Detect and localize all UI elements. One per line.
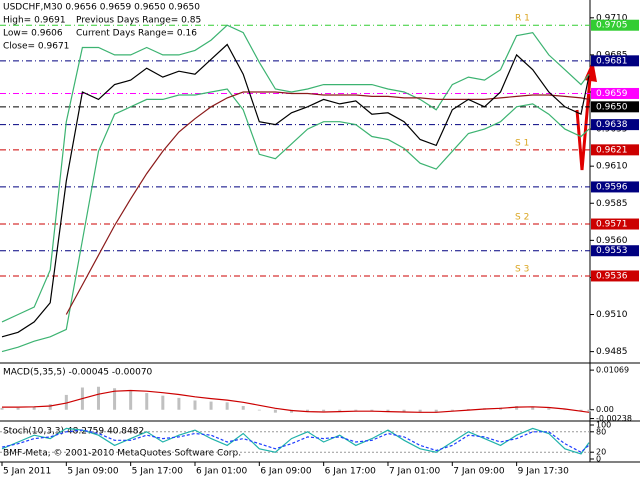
level-box (591, 19, 639, 31)
histogram-bar (113, 388, 117, 410)
level-box (591, 87, 639, 99)
level-label: 0.9681 (596, 56, 628, 66)
x-tick-label: 5 Jan 17:00 (132, 467, 184, 477)
histogram-bar (515, 406, 519, 410)
x-tick-label: 7 Jan 09:00 (453, 467, 505, 477)
info-text: Previous Days Range= 0.85 (76, 16, 201, 26)
histogram-bar (370, 409, 374, 411)
y-tick-label: 0.00 (596, 405, 614, 414)
info-text: USDCHF,M30 0.9656 0.9659 0.9650 0.9650 (3, 3, 200, 13)
histogram-bar (64, 394, 68, 410)
histogram-bar (466, 408, 470, 410)
y-tick-label: 0.9485 (596, 347, 628, 357)
panel-title: MACD(5,35,5) -0.00045 -0.00070 (3, 368, 153, 378)
info-text: High= 0.9691 (3, 16, 66, 26)
x-tick-label: 6 Jan 17:00 (325, 467, 377, 477)
histogram-bar (434, 409, 438, 412)
histogram-bar (531, 406, 535, 410)
series-line (1, 429, 590, 453)
histogram-bar (386, 409, 390, 412)
level-box (591, 245, 639, 257)
level-label: 0.9659 (596, 89, 628, 99)
x-tick-label: 5 Jan 2011 (3, 467, 51, 477)
histogram-bar (547, 408, 551, 410)
x-tick-label: 5 Jan 09:00 (67, 467, 119, 477)
level-box (591, 119, 639, 131)
histogram-bar (177, 397, 181, 410)
histogram-bar (257, 409, 261, 411)
level-label: 0.9621 (596, 145, 628, 155)
level-label: 0.9638 (596, 120, 628, 130)
histogram-bar (418, 409, 422, 413)
y-tick-label: 80 (596, 427, 606, 436)
y-tick-label: 100 (596, 421, 611, 430)
histogram-bar (289, 409, 293, 413)
histogram-bar (145, 393, 149, 410)
series-line (1, 427, 590, 455)
pivot-label: S 2 (515, 213, 529, 223)
histogram-bar (209, 401, 213, 410)
y-tick-label: 0.9560 (596, 236, 628, 246)
y-tick-label: 20 (596, 448, 606, 457)
level-box (591, 55, 639, 67)
panel-title: Stoch(10,3,3) 48.2759 40.8482 (3, 427, 144, 437)
histogram-bar (16, 407, 20, 410)
histogram-bar (450, 409, 454, 411)
y-tick-label: 0 (596, 455, 601, 464)
y-tick-label: -0.00238 (596, 414, 632, 423)
pivot-label: S 3 (515, 264, 529, 274)
histogram-bar (32, 406, 36, 410)
histogram-bar (338, 409, 342, 411)
footer: BMF-Meta, © 2001-2010 MetaQuotes Softwar… (3, 449, 241, 459)
level-label: 0.9705 (596, 21, 628, 31)
histogram-bar (354, 409, 358, 411)
histogram-bar (402, 409, 406, 412)
histogram-bar (0, 407, 4, 410)
info-text: Current Days Range= 0.16 (76, 29, 197, 39)
histogram-bar (306, 409, 310, 412)
histogram-bar (273, 409, 277, 413)
series-line (1, 24, 590, 323)
y-tick-label: 0.9585 (596, 199, 628, 209)
histogram-bar (579, 409, 583, 412)
pivot-label: R 1 (515, 14, 530, 24)
y-tick-label: 0.01069 (596, 366, 629, 375)
level-label: 0.9571 (596, 220, 628, 230)
histogram-bar (587, 409, 591, 412)
histogram-bar (322, 409, 326, 412)
level-box (591, 181, 639, 193)
histogram-bar (48, 404, 52, 410)
series-line (1, 43, 590, 338)
x-tick-label: 6 Jan 09:00 (260, 467, 312, 477)
series-line (1, 88, 590, 353)
histogram-bar (96, 386, 100, 410)
y-tick-label: 0.9610 (596, 162, 628, 172)
pivot-label: S 1 (515, 138, 529, 148)
level-label: 0.9650 (596, 102, 628, 112)
forecast-arrow (575, 77, 592, 171)
level-box (591, 218, 639, 230)
level-label: 0.9536 (596, 271, 628, 281)
histogram-bar (193, 400, 197, 410)
series-line (2, 389, 590, 413)
info-text: Close= 0.9671 (3, 42, 69, 52)
histogram-bar (161, 395, 165, 410)
series-line (65, 91, 590, 315)
level-label: 0.9553 (596, 246, 628, 256)
y-tick-label: 0.9510 (596, 310, 628, 320)
level-label: 0.9596 (596, 182, 628, 192)
level-box (591, 144, 639, 156)
level-box (591, 270, 639, 282)
histogram-bar (129, 391, 133, 410)
y-tick-label: 0.9710 (596, 13, 628, 23)
x-tick-label: 7 Jan 01:00 (389, 467, 441, 477)
histogram-bar (225, 402, 229, 410)
histogram-bar (241, 406, 245, 410)
x-tick-label: 6 Jan 01:00 (196, 467, 248, 477)
level-box (591, 101, 639, 113)
info-text: Low= 0.9606 (3, 29, 63, 39)
x-tick-label: 9 Jan 17:30 (518, 467, 570, 477)
